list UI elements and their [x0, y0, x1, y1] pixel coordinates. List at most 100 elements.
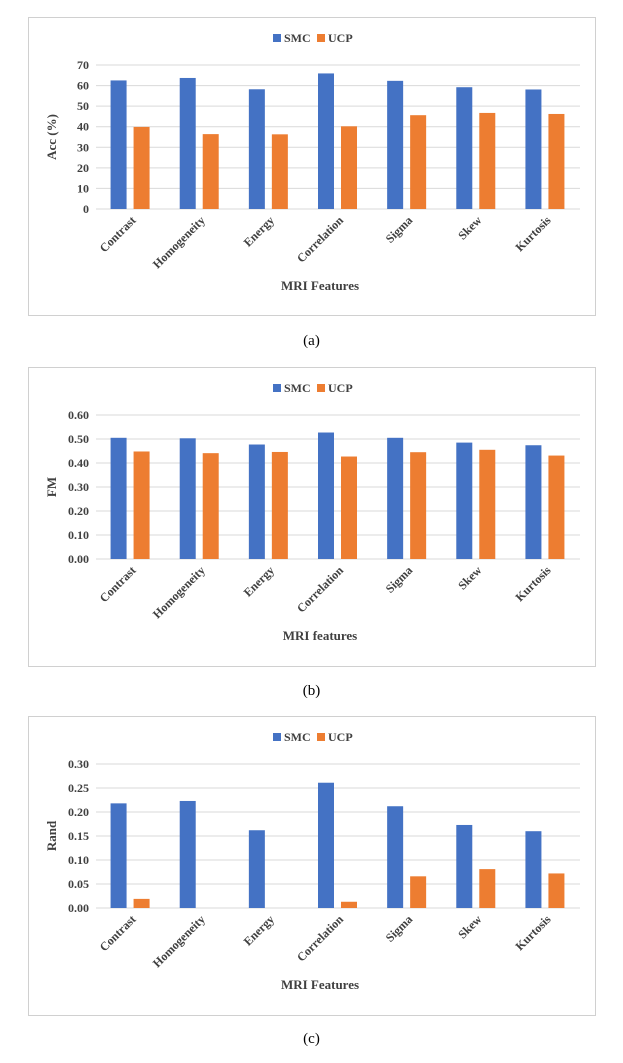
y-tick-label: 0.60	[68, 408, 89, 422]
bar-smc-energy	[248, 830, 265, 908]
bar-smc-skew	[456, 824, 473, 908]
legend-label-ucp: UCP	[328, 31, 353, 45]
bar-ucp-contrast	[133, 898, 150, 908]
y-tick-label: 60	[77, 79, 89, 93]
bar-ucp-sigma	[410, 115, 427, 209]
x-tick-label-energy: Energy	[241, 213, 277, 249]
bar-ucp-kurtosis	[548, 113, 565, 209]
chart-b: SMC UCP 0.00 0.10 0.20 0.30 0.40 0.50 0.60 FM Cont…	[44, 381, 580, 643]
bar-ucp-correlation	[341, 456, 357, 559]
legend-label-smc: SMC	[284, 381, 311, 395]
bar-smc-energy	[248, 444, 265, 559]
x-tick-label-skew: Skew	[455, 563, 484, 592]
y-tick-label: 50	[77, 99, 89, 113]
y-tick-label: 70	[77, 58, 89, 72]
legend-swatch-ucp	[317, 733, 325, 741]
x-tick-label-sigma: Sigma	[383, 213, 416, 246]
chart-panel-c: SMC UCP 0.00 0.05 0.10 0.15 0.20 0.25 0.30 Rand Co…	[28, 716, 596, 1016]
y-tick-label: 0	[83, 202, 89, 216]
x-tick-label-energy: Energy	[241, 912, 277, 948]
y-tick-label: 0.30	[68, 757, 89, 771]
bar-ucp-sigma	[410, 876, 427, 908]
bar-smc-correlation	[318, 432, 334, 559]
y-tick-label: 0.05	[68, 877, 89, 891]
caption-b: (b)	[302, 683, 321, 699]
x-axis-label: MRI Features	[281, 977, 359, 992]
x-tick-label-correlation: Correlation	[294, 912, 346, 964]
y-tick-label: 20	[77, 161, 89, 175]
x-tick-label-homogeneity: Homogeneity	[150, 563, 208, 621]
y-tick-label: 10	[77, 181, 89, 195]
bar-ucp-homogeneity	[202, 453, 219, 559]
legend-label-ucp: UCP	[328, 730, 353, 744]
chart-c: SMC UCP 0.00 0.05 0.10 0.15 0.20 0.25 0.30 Rand Co…	[44, 730, 580, 992]
bar-ucp-energy	[271, 451, 288, 559]
legend-swatch-smc	[273, 34, 281, 42]
x-tick-label-kurtosis: Kurtosis	[513, 563, 554, 604]
legend: SMC UCP	[273, 381, 353, 395]
y-tick-label: 0.00	[68, 901, 89, 915]
y-tick-label: 0.10	[68, 853, 89, 867]
bar-smc-contrast	[110, 803, 127, 908]
x-tick-label-correlation: Correlation	[294, 563, 346, 615]
y-tick-label: 0.00	[68, 552, 89, 566]
x-tick-label-homogeneity: Homogeneity	[150, 912, 208, 970]
x-tick-label-skew: Skew	[455, 213, 484, 242]
bar-smc-kurtosis	[525, 445, 542, 559]
bar-smc-sigma	[387, 80, 404, 209]
bar-smc-sigma	[387, 806, 404, 908]
bar-ucp-correlation	[341, 126, 357, 209]
x-tick-label-kurtosis: Kurtosis	[513, 213, 554, 254]
bar-smc-energy	[248, 89, 265, 209]
legend-label-smc: SMC	[284, 31, 311, 45]
x-tick-label-kurtosis: Kurtosis	[513, 912, 554, 953]
chart-a: SMC UCP 0 10 20 30 40 50 60 70 Acc (%) Contrast Homo…	[44, 31, 580, 293]
y-tick-label: 0.25	[68, 781, 89, 795]
caption-c: (c)	[303, 1031, 320, 1047]
bar-smc-homogeneity	[179, 77, 196, 210]
bar-ucp-skew	[479, 112, 496, 209]
x-tick-label-contrast: Contrast	[97, 213, 139, 255]
bar-ucp-correlation	[341, 901, 357, 908]
caption-a: (a)	[303, 333, 320, 349]
y-tick-label: 0.30	[68, 480, 89, 494]
y-tick-label: 0.10	[68, 528, 89, 542]
bar-ucp-contrast	[133, 451, 150, 559]
bar-ucp-homogeneity	[202, 134, 219, 209]
bar-smc-homogeneity	[179, 438, 196, 559]
x-tick-label-sigma: Sigma	[383, 563, 416, 596]
bar-ucp-skew	[479, 869, 496, 908]
y-tick-label: 30	[77, 140, 89, 154]
legend-label-smc: SMC	[284, 730, 311, 744]
bar-ucp-kurtosis	[548, 873, 565, 908]
bar-smc-skew	[456, 442, 473, 559]
bar-smc-kurtosis	[525, 89, 542, 209]
legend-label-ucp: UCP	[328, 381, 353, 395]
bar-smc-correlation	[318, 782, 334, 908]
chart-panel-b: SMC UCP 0.00 0.10 0.20 0.30 0.40 0.50 0.60 FM Cont…	[28, 367, 596, 667]
y-tick-label: 0.40	[68, 456, 89, 470]
y-tick-label: 0.20	[68, 504, 89, 518]
x-tick-label-contrast: Contrast	[97, 912, 139, 954]
y-axis-label: Rand	[44, 820, 59, 851]
bar-smc-skew	[456, 87, 473, 209]
x-tick-label-skew: Skew	[455, 912, 484, 941]
bar-ucp-kurtosis	[548, 455, 565, 559]
y-tick-label: 0.20	[68, 805, 89, 819]
chart-panel-a: SMC UCP 0 10 20 30 40 50 60 70 Acc (%) Contrast Homo…	[28, 17, 596, 316]
x-tick-label-correlation: Correlation	[294, 213, 346, 265]
y-axis-label: FM	[44, 477, 59, 497]
x-tick-label-sigma: Sigma	[383, 912, 416, 945]
x-tick-label-homogeneity: Homogeneity	[150, 213, 208, 271]
y-tick-label: 0.15	[68, 829, 89, 843]
legend: SMC UCP	[273, 730, 353, 744]
bar-smc-kurtosis	[525, 831, 542, 908]
legend-swatch-ucp	[317, 384, 325, 392]
legend-swatch-ucp	[317, 34, 325, 42]
legend-swatch-smc	[273, 733, 281, 741]
y-axis-label: Acc (%)	[44, 114, 59, 160]
x-axis-label: MRI Features	[281, 278, 359, 293]
legend-swatch-smc	[273, 384, 281, 392]
bar-smc-contrast	[110, 80, 127, 209]
x-axis-label: MRI features	[283, 628, 358, 643]
